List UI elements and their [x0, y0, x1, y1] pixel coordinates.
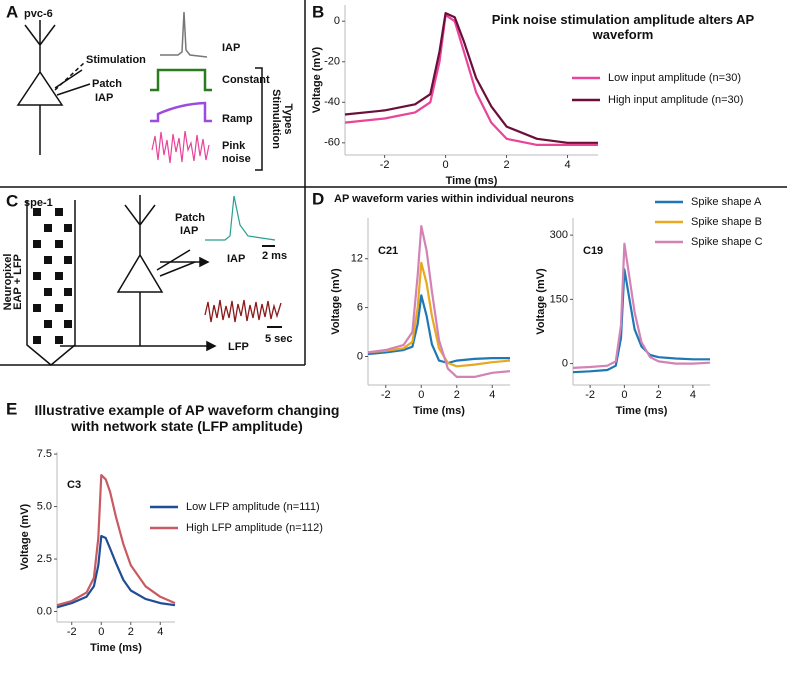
label: IAP: [95, 92, 113, 104]
chart-title: C21: [378, 245, 398, 257]
legend-label: Low input amplitude (n=30): [608, 72, 741, 84]
label: IAP: [227, 253, 245, 265]
layout: [0, 0, 787, 366]
series-line: [367, 294, 510, 365]
x-tick-label: 0: [98, 626, 104, 638]
x-axis-label: Time (ms): [90, 642, 142, 654]
x-axis-label: Time (ms): [446, 175, 498, 187]
x-tick-label: 4: [690, 389, 696, 401]
series-line: [572, 242, 711, 369]
chart-title: C3: [67, 479, 81, 491]
label: Patch: [92, 78, 122, 90]
label: IAP: [222, 42, 240, 54]
chart-title: Pink noise stimulation amplitude alters …: [491, 12, 755, 42]
series-line: [367, 261, 511, 368]
label: Patch: [175, 212, 205, 224]
legend-label: Low LFP amplitude (n=111): [186, 501, 320, 513]
panel-label: spe-1: [24, 197, 53, 209]
y-axis-label: Voltage (mV): [19, 503, 31, 570]
x-tick-label: 4: [564, 159, 570, 171]
series-line: [344, 14, 598, 146]
label: Constant: [222, 74, 270, 86]
series-line: [56, 474, 176, 607]
panel-title: AP waveform varies within individual neu…: [334, 193, 574, 205]
x-tick-label: -2: [67, 626, 77, 638]
y-tick-label: 300: [550, 229, 568, 241]
y-tick-label: 0: [334, 15, 340, 27]
y-tick-label: 0: [357, 350, 363, 362]
series-line: [572, 268, 710, 374]
x-tick-label: -2: [381, 389, 391, 401]
label: EAP + LFP: [12, 254, 24, 310]
x-tick-label: 4: [157, 626, 163, 638]
x-tick-label: 2: [128, 626, 134, 638]
x-tick-label: 2: [503, 159, 509, 171]
y-tick-label: 6: [357, 302, 363, 314]
label: Stimulation: [86, 54, 146, 66]
series-line: [56, 534, 176, 609]
legend-label: High input amplitude (n=30): [608, 94, 743, 106]
x-axis-label: Time (ms): [616, 405, 668, 417]
label: Neuropixel: [2, 254, 14, 311]
series-line: [344, 12, 598, 144]
label: IAP: [180, 225, 198, 237]
legend-label: High LFP amplitude (n=112): [186, 522, 323, 534]
panel-label: pvc-6: [24, 8, 53, 20]
x-axis-label: Time (ms): [413, 405, 465, 417]
panel-title: Illustrative example of AP waveform chan…: [34, 402, 340, 434]
x-tick-label: 0: [443, 159, 449, 171]
panel-letter: E: [6, 399, 17, 418]
y-axis-label: Voltage (mV): [311, 46, 323, 113]
y-axis-label: Voltage (mV): [330, 268, 342, 335]
x-tick-label: 2: [656, 389, 662, 401]
label: LFP: [228, 341, 249, 353]
label: Pink: [222, 140, 246, 152]
panel-letter: C: [6, 191, 18, 210]
x-tick-label: -2: [585, 389, 595, 401]
series-line: [367, 225, 511, 378]
legend-label: Spike shape C: [691, 236, 763, 248]
panel-letter: A: [6, 2, 18, 21]
chart-title: C19: [583, 245, 603, 257]
y-axis-label: Voltage (mV): [535, 268, 547, 335]
legend-label: Spike shape A: [691, 196, 762, 208]
y-tick-label: -40: [324, 96, 340, 108]
label: Stimulation: [270, 89, 282, 149]
x-tick-label: -2: [380, 159, 390, 171]
label: 2 ms: [262, 250, 287, 262]
x-tick-label: 4: [489, 389, 495, 401]
label: Ramp: [222, 113, 253, 125]
y-tick-label: -20: [324, 56, 340, 68]
x-tick-label: 2: [454, 389, 460, 401]
y-tick-label: 0: [562, 357, 568, 369]
y-tick-label: -60: [324, 137, 340, 149]
panel-letter: D: [312, 189, 324, 208]
x-tick-label: 0: [621, 389, 627, 401]
probe-sites: [33, 208, 72, 344]
y-tick-label: 5.0: [37, 500, 52, 512]
y-tick-label: 150: [550, 293, 568, 305]
y-tick-label: 0.0: [37, 605, 52, 617]
y-tick-label: 2.5: [37, 553, 52, 565]
y-tick-label: 12: [351, 253, 363, 265]
x-tick-label: 0: [418, 389, 424, 401]
legend-label: Spike shape B: [691, 216, 762, 228]
label: noise: [222, 153, 251, 165]
label: 5 sec: [265, 333, 293, 345]
label: Types: [282, 104, 294, 135]
panel-letter: B: [312, 2, 324, 21]
y-tick-label: 7.5: [37, 448, 52, 460]
